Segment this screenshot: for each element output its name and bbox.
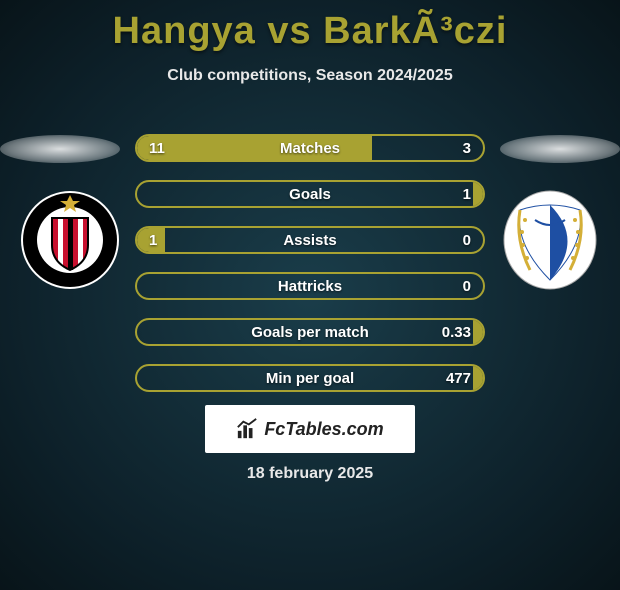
stat-label: Goals xyxy=(137,182,483,206)
subtitle: Club competitions, Season 2024/2025 xyxy=(0,67,620,85)
stat-bar: 1Goals xyxy=(135,180,485,208)
chart-icon xyxy=(236,418,258,440)
shadow-left xyxy=(0,135,120,163)
crest-left xyxy=(20,190,120,290)
crest-left-icon xyxy=(20,190,120,290)
stat-bar: 113Matches xyxy=(135,134,485,162)
logo-text: FcTables.com xyxy=(264,419,383,440)
date-text: 18 february 2025 xyxy=(0,465,620,483)
stat-label: Assists xyxy=(137,228,483,252)
page-title: Hangya vs BarkÃ³czi xyxy=(0,10,620,53)
stat-bar: 10Assists xyxy=(135,226,485,254)
stat-label: Min per goal xyxy=(137,366,483,390)
crest-right xyxy=(500,190,600,290)
shadow-right xyxy=(500,135,620,163)
stat-label: Goals per match xyxy=(137,320,483,344)
stats-container: 113Matches 1Goals 10Assists 0Hattricks 0.33G… xyxy=(135,134,485,410)
crest-right-icon xyxy=(500,190,600,290)
stat-bar: 0Hattricks xyxy=(135,272,485,300)
fctables-logo: FcTables.com xyxy=(205,405,415,453)
stat-label: Hattricks xyxy=(137,274,483,298)
stat-bar: 0.33Goals per match xyxy=(135,318,485,346)
stat-label: Matches xyxy=(137,136,483,160)
stat-bar: 477Min per goal xyxy=(135,364,485,392)
